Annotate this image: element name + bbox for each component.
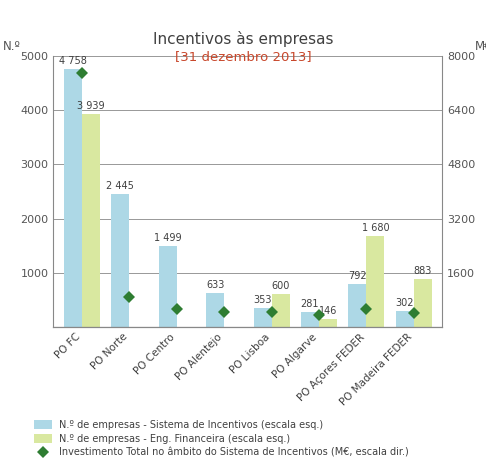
Bar xyxy=(396,311,414,327)
Text: 1 680: 1 680 xyxy=(362,223,389,233)
Bar xyxy=(366,236,384,327)
Bar xyxy=(319,319,337,327)
Text: 4 758: 4 758 xyxy=(59,56,87,66)
Bar xyxy=(254,308,272,327)
Text: 600: 600 xyxy=(271,282,290,291)
Bar xyxy=(272,294,290,327)
Text: 792: 792 xyxy=(348,271,367,281)
Legend: N.º de empresas - Sistema de Incentivos (escala esq.), N.º de empresas - Eng. Fi: N.º de empresas - Sistema de Incentivos … xyxy=(34,420,409,458)
Bar xyxy=(111,194,129,327)
Bar xyxy=(64,69,82,327)
Bar xyxy=(348,284,366,327)
Bar xyxy=(414,279,432,327)
Bar xyxy=(206,293,224,327)
Text: 302: 302 xyxy=(396,297,414,308)
Text: 353: 353 xyxy=(253,295,272,305)
Text: 146: 146 xyxy=(319,306,337,316)
Text: 281: 281 xyxy=(301,299,319,309)
Text: [31 dezembro 2013]: [31 dezembro 2013] xyxy=(174,50,312,63)
Text: 1 499: 1 499 xyxy=(154,233,182,243)
Bar xyxy=(82,113,100,327)
Text: Incentivos às empresas: Incentivos às empresas xyxy=(153,31,333,47)
Text: N.º: N.º xyxy=(3,40,21,53)
Text: M€: M€ xyxy=(475,40,486,53)
Text: 2 445: 2 445 xyxy=(106,182,134,191)
Text: 883: 883 xyxy=(414,266,432,276)
Bar xyxy=(301,311,319,327)
Text: 3 939: 3 939 xyxy=(77,100,104,111)
Text: 633: 633 xyxy=(206,280,225,290)
Bar xyxy=(159,246,177,327)
